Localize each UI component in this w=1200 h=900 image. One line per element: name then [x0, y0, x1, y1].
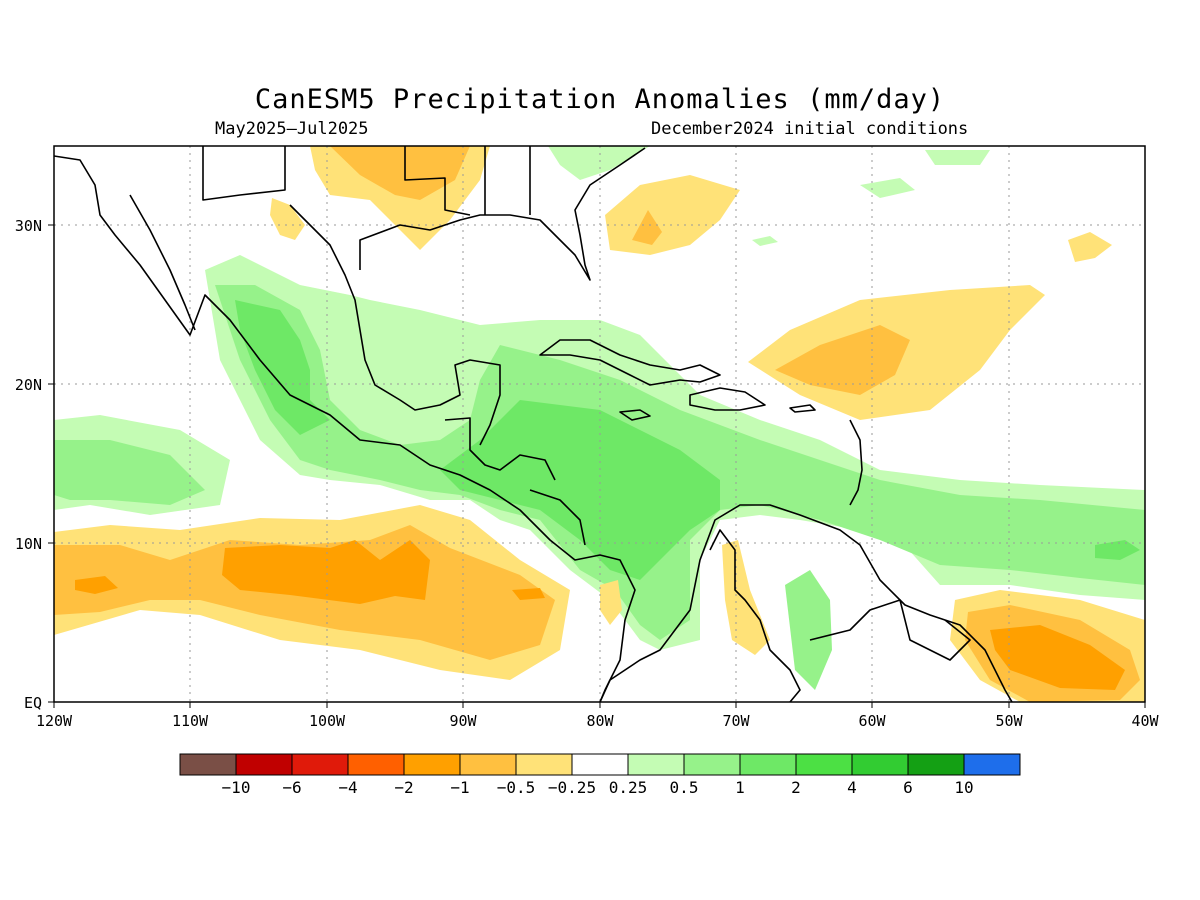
dry-area-venezuela [722, 540, 770, 655]
colorbar-swatch [683, 753, 741, 776]
x-tick-label: 120W [36, 712, 73, 730]
x-tick-label: 40W [1131, 712, 1159, 730]
x-tick-label: 80W [586, 712, 614, 730]
colorbar-swatch [459, 753, 517, 776]
y-axis-labels: EQ 10N 20N 30N [15, 217, 42, 712]
wet-patch-atlantic-3 [752, 236, 778, 246]
dry-max-guiana [990, 625, 1125, 690]
colorbar-label: −4 [338, 778, 357, 797]
colorbar-label: 0.5 [670, 778, 699, 797]
colorbar-label: −1 [450, 778, 469, 797]
wet-spot-atlantic-east [1095, 540, 1140, 560]
colorbar-swatch [739, 753, 797, 776]
wet-patch-venezuela [785, 570, 832, 690]
colorbar-swatch [851, 753, 909, 776]
dry-max-east-pacific-center [222, 540, 430, 604]
dry-max-east-pacific-west [75, 576, 118, 594]
precip-anomaly-field [54, 146, 1145, 702]
y-tick-label: 20N [15, 376, 42, 394]
colorbar-swatch [795, 753, 853, 776]
colorbar-label: −6 [282, 778, 301, 797]
x-tick-label: 60W [858, 712, 886, 730]
wet-core-pacific-north [54, 440, 205, 505]
dry-area-atlantic-east [1068, 232, 1112, 262]
colorbar-swatch [627, 753, 685, 776]
colorbar-swatch [347, 753, 405, 776]
colorbar-swatch [571, 753, 629, 776]
map-gridlines [54, 146, 1145, 702]
wet-patch-atlantic-1 [925, 150, 990, 165]
colorbar-swatch [515, 753, 573, 776]
colorbar-label: −0.5 [497, 778, 536, 797]
axis-ticks [48, 224, 1146, 708]
colorbar-label: 4 [847, 778, 857, 797]
initial-conditions: December2024 initial conditions [651, 119, 969, 139]
y-tick-label: 30N [15, 217, 42, 235]
wet-patch-southeast-us [548, 146, 650, 180]
colorbar-label: 1 [735, 778, 745, 797]
map-title: CanESM5 Precipitation Anomalies (mm/day) [254, 84, 946, 115]
dry-core-texas [330, 146, 470, 200]
x-tick-label: 110W [172, 712, 209, 730]
x-tick-label: 100W [309, 712, 346, 730]
dry-area-baja [270, 198, 305, 240]
colorbar-label: −10 [222, 778, 251, 797]
colorbar-label: −0.25 [548, 778, 596, 797]
colorbar: −10 −6 −4 −2 −1 −0.5 −0.25 0.25 0.5 1 2 4 6 10 [179, 753, 1021, 797]
colorbar-swatch [179, 753, 237, 776]
coastlines [54, 146, 1013, 702]
x-axis-labels: 120W 110W 100W 90W 80W 70W 60W 50W 40W [36, 712, 1160, 730]
colorbar-label: −2 [394, 778, 413, 797]
colorbar-swatch [403, 753, 461, 776]
colorbar-swatch [963, 753, 1021, 776]
colorbar-label: 6 [903, 778, 913, 797]
y-tick-label: 10N [15, 535, 42, 553]
colorbar-label: 0.25 [609, 778, 648, 797]
colorbar-label: 2 [791, 778, 801, 797]
dry-area-colombia-coast [600, 580, 622, 625]
colorbar-swatch [291, 753, 349, 776]
wet-max-central-america [235, 300, 330, 435]
colorbar-swatch [907, 753, 965, 776]
colorbar-swatch [235, 753, 293, 776]
x-tick-label: 90W [449, 712, 477, 730]
wet-max-caribbean [440, 400, 720, 580]
wet-patch-atlantic-2 [860, 178, 915, 198]
forecast-period: May2025–Jul2025 [215, 119, 369, 139]
dry-core-subtropical-atlantic [775, 325, 910, 395]
dry-core-atlantic-north [632, 210, 662, 245]
colorbar-label: 10 [954, 778, 973, 797]
x-tick-label: 70W [722, 712, 750, 730]
x-tick-label: 50W [995, 712, 1023, 730]
y-tick-label: EQ [24, 694, 42, 712]
dry-max-panama-bight [512, 588, 545, 600]
